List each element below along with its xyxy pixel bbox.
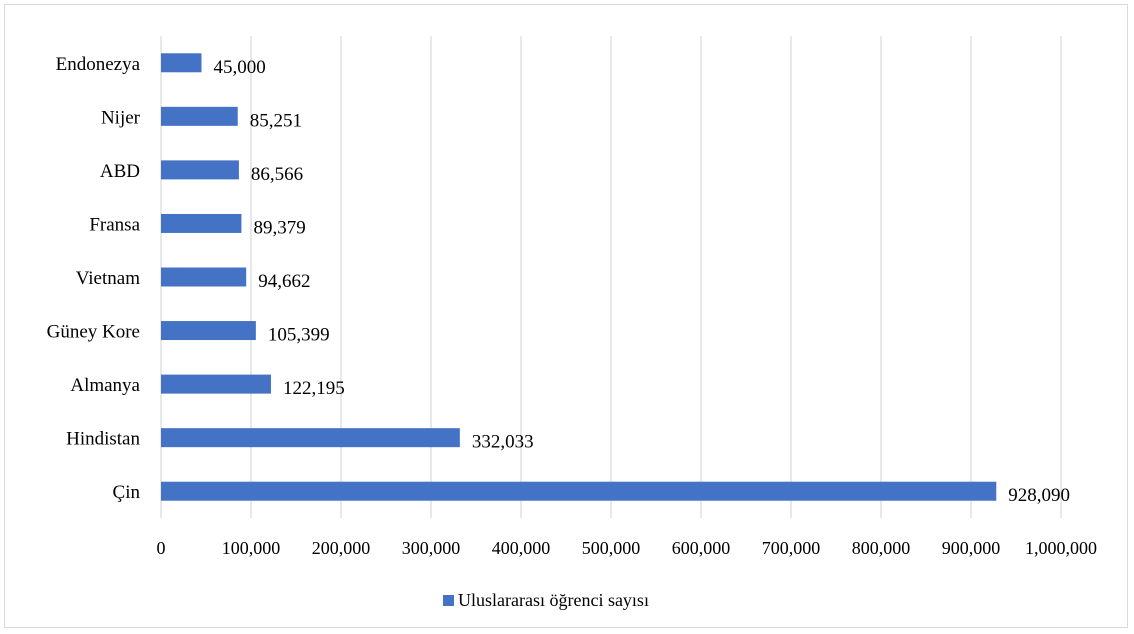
category-label: Güney Kore xyxy=(47,322,140,343)
category-label: ABD xyxy=(100,161,140,182)
category-label: Nijer xyxy=(101,107,141,128)
data-label: 928,090 xyxy=(1008,485,1070,506)
data-label: 94,662 xyxy=(258,271,310,292)
data-label: 105,399 xyxy=(268,325,330,346)
x-tick-label: 100,000 xyxy=(222,538,281,558)
category-label: Çin xyxy=(113,482,141,503)
x-tick-label: 700,000 xyxy=(762,538,821,558)
x-tick-label: 300,000 xyxy=(402,538,461,558)
x-tick-label: 600,000 xyxy=(672,538,731,558)
x-tick-label: 1,000,000 xyxy=(1025,538,1097,558)
legend-swatch xyxy=(443,595,454,606)
bar xyxy=(161,374,271,394)
data-label: 45,000 xyxy=(214,57,266,78)
x-tick-label: 0 xyxy=(157,538,166,558)
legend: Uluslararası öğrenci sayısı xyxy=(443,590,649,610)
bar xyxy=(161,481,997,501)
bar xyxy=(161,106,238,126)
category-label: Fransa xyxy=(89,214,140,235)
data-labels: 928,090 332,033 122,195 105,399 94,662 89,379… xyxy=(214,57,1071,506)
legend-label: Uluslararası öğrenci sayısı xyxy=(458,590,649,610)
bar xyxy=(161,213,242,233)
category-labels: Çin Hindistan Almanya Güney Kore Vietnam Fran… xyxy=(47,54,141,503)
category-label: Almanya xyxy=(70,375,140,396)
category-label: Hindistan xyxy=(66,429,140,450)
bar xyxy=(161,267,247,287)
category-label: Endonezya xyxy=(56,54,141,75)
x-tick-label: 900,000 xyxy=(942,538,1001,558)
category-label: Vietnam xyxy=(76,268,141,289)
data-label: 86,566 xyxy=(251,164,303,185)
bar xyxy=(161,53,202,73)
x-tick-label: 800,000 xyxy=(852,538,911,558)
x-tick-label: 400,000 xyxy=(492,538,551,558)
bar xyxy=(161,160,239,180)
bar xyxy=(161,321,256,341)
x-tick-label: 500,000 xyxy=(582,538,641,558)
x-axis-tick-labels: 0 100,000 200,000 300,000 400,000 500,000 600,… xyxy=(157,538,1098,558)
data-label: 332,033 xyxy=(472,432,534,453)
data-label: 89,379 xyxy=(253,217,305,238)
data-label: 85,251 xyxy=(250,110,302,131)
x-tick-label: 200,000 xyxy=(312,538,371,558)
data-label: 122,195 xyxy=(283,378,345,399)
bars xyxy=(161,53,997,501)
bar xyxy=(161,428,460,448)
